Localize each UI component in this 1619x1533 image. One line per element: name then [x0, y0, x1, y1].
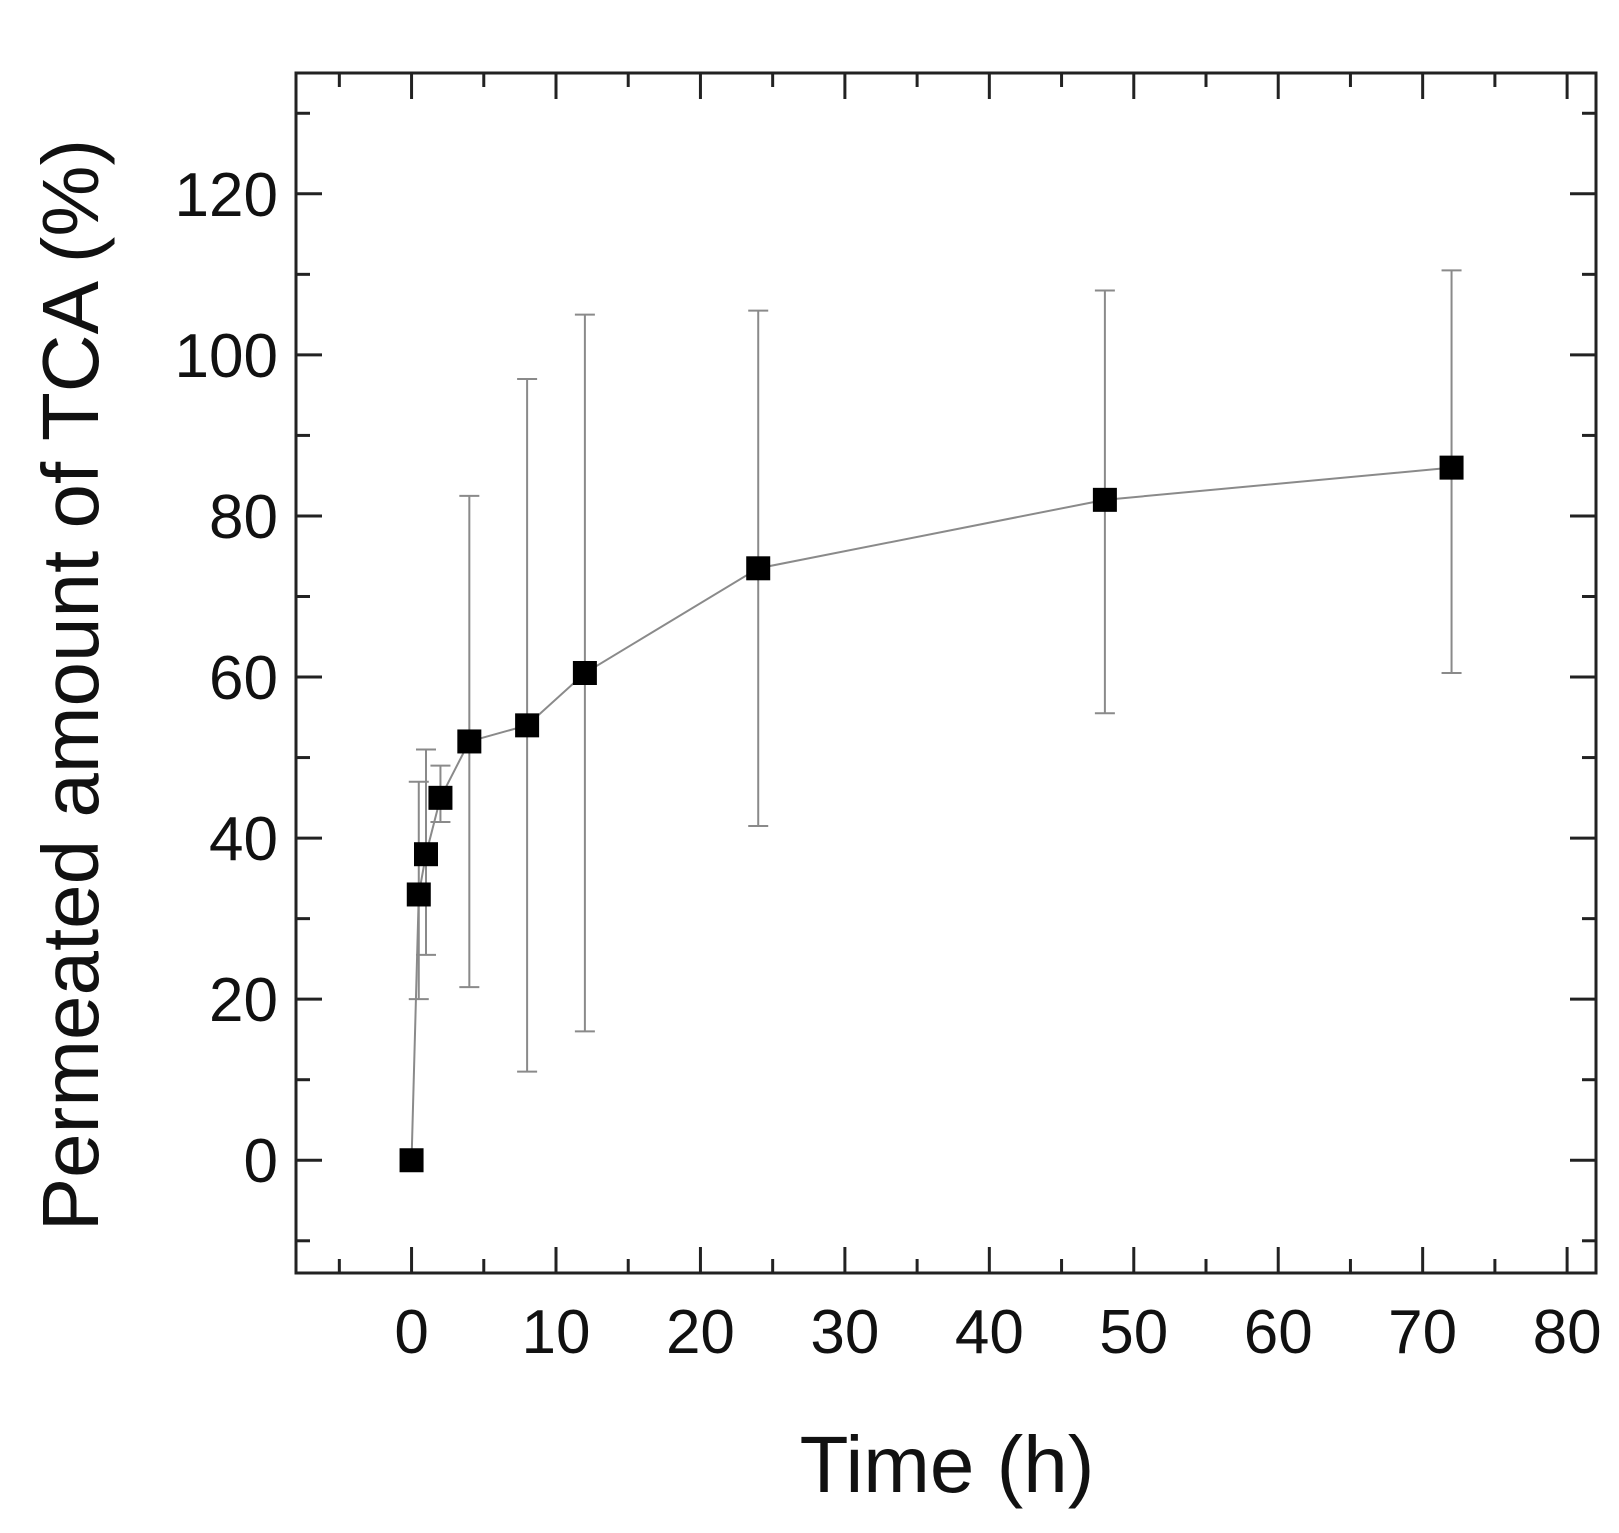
x-axis-label: Time (h) — [800, 1420, 1095, 1509]
x-tick-label: 30 — [810, 1298, 879, 1367]
y-tick-label: 20 — [209, 966, 278, 1035]
y-tick-label: 120 — [175, 161, 278, 230]
data-point — [572, 661, 597, 685]
data-point — [1439, 455, 1464, 480]
x-tick-label: 80 — [1533, 1298, 1602, 1367]
data-point — [746, 556, 771, 581]
x-tick-label: 0 — [394, 1298, 428, 1367]
y-tick-label: 80 — [209, 483, 278, 552]
x-tick-label: 20 — [666, 1298, 735, 1367]
data-points — [399, 455, 1464, 1173]
series-line-group — [410, 466, 1452, 1161]
labels: Time (h) Permeated amount of TCA (%) — [26, 139, 1094, 1509]
axes: 0 10 20 30 40 50 60 70 80 0 20 40 60 80 100 120 — [175, 71, 1602, 1367]
x-tick-label: 10 — [522, 1298, 591, 1367]
error-bars — [408, 269, 1462, 1073]
x-tick-label: 70 — [1388, 1298, 1457, 1367]
y-axis-label: Permeated amount of TCA (%) — [26, 139, 115, 1231]
data-point — [428, 785, 453, 810]
data-point — [406, 882, 431, 907]
y-tick-label: 40 — [209, 805, 278, 874]
data-point — [515, 713, 540, 738]
data-point — [457, 729, 482, 754]
series-line — [410, 466, 1452, 1161]
plot-frame — [294, 71, 1598, 1275]
x-tick-label: 60 — [1244, 1298, 1313, 1367]
y-tick-label: 100 — [175, 322, 278, 391]
data-point — [414, 842, 438, 867]
y-tick-label: 0 — [244, 1127, 278, 1196]
data-point — [1092, 487, 1117, 512]
y-tick-label: 60 — [209, 644, 278, 713]
x-tick-label: 50 — [1099, 1298, 1168, 1367]
x-tick-label: 40 — [955, 1298, 1024, 1367]
data-point — [399, 1148, 424, 1173]
